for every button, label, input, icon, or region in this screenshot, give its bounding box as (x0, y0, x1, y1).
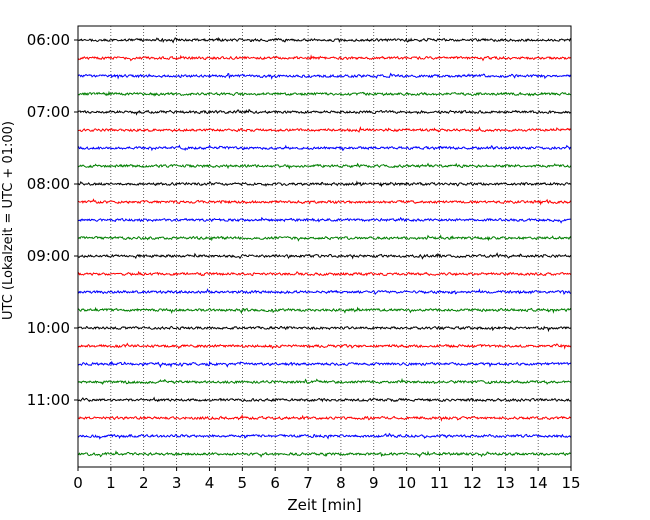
x-tick-label: 6 (270, 474, 280, 492)
trace-1030 (77, 360, 572, 369)
plot-frame (77, 25, 572, 468)
x-tick-label: 3 (172, 474, 182, 492)
trace-0700 (77, 108, 572, 116)
trace-0930 (77, 288, 572, 296)
y-axis-ticks: 06:00 07:00 08:00 09:00 10:00 11:00 (27, 31, 78, 409)
y-tick-label: 10:00 (27, 319, 70, 337)
trace-0915 (77, 270, 572, 277)
trace-0945 (77, 306, 572, 315)
x-tick-label: 2 (139, 474, 149, 492)
trace-0615 (77, 54, 572, 62)
y-tick-label: 09:00 (27, 247, 70, 265)
x-tick-label: 7 (303, 474, 313, 492)
y-tick-label: 06:00 (27, 31, 70, 49)
x-tick-label: 13 (496, 474, 515, 492)
trace-1145 (77, 450, 572, 459)
x-tick-label: 5 (238, 474, 248, 492)
x-tick-label: 14 (529, 474, 548, 492)
y-tick-label: 07:00 (27, 103, 70, 121)
x-tick-label: 9 (369, 474, 379, 492)
trace-0645 (77, 90, 572, 97)
trace-0730 (77, 144, 572, 152)
y-axis-title: UTC (Lokalzeit = UTC + 01:00) (1, 121, 16, 320)
trace-1100 (77, 396, 572, 403)
y-tick-label: 11:00 (27, 391, 70, 409)
trace-0815 (77, 198, 572, 206)
trace-0800 (77, 180, 572, 188)
x-tick-label: 0 (73, 474, 83, 492)
trace-1015 (77, 342, 572, 350)
x-tick-label: 15 (561, 474, 580, 492)
trace-1045 (77, 377, 572, 385)
x-tick-label: 8 (336, 474, 346, 492)
y-tick-label: 08:00 (27, 175, 70, 193)
trace-0600 (77, 36, 572, 44)
seismic-traces (77, 36, 572, 459)
trace-0845 (77, 234, 572, 242)
trace-1000 (77, 325, 572, 333)
trace-0715 (77, 125, 572, 133)
trace-0745 (77, 162, 572, 170)
trace-0630 (77, 72, 572, 80)
trace-1130 (77, 432, 572, 440)
x-tick-label: 1 (106, 474, 116, 492)
x-tick-label: 10 (397, 474, 416, 492)
x-tick-label: 11 (430, 474, 449, 492)
x-tick-label: 4 (205, 474, 215, 492)
trace-0830 (77, 216, 572, 224)
x-axis-ticks: 0 1 2 3 4 5 6 7 8 9 10 11 12 13 14 15 (73, 467, 581, 492)
trace-1115 (77, 413, 572, 422)
x-tick-label: 12 (463, 474, 482, 492)
trace-0900 (77, 252, 572, 260)
x-axis-title: Zeit [min] (287, 496, 361, 514)
